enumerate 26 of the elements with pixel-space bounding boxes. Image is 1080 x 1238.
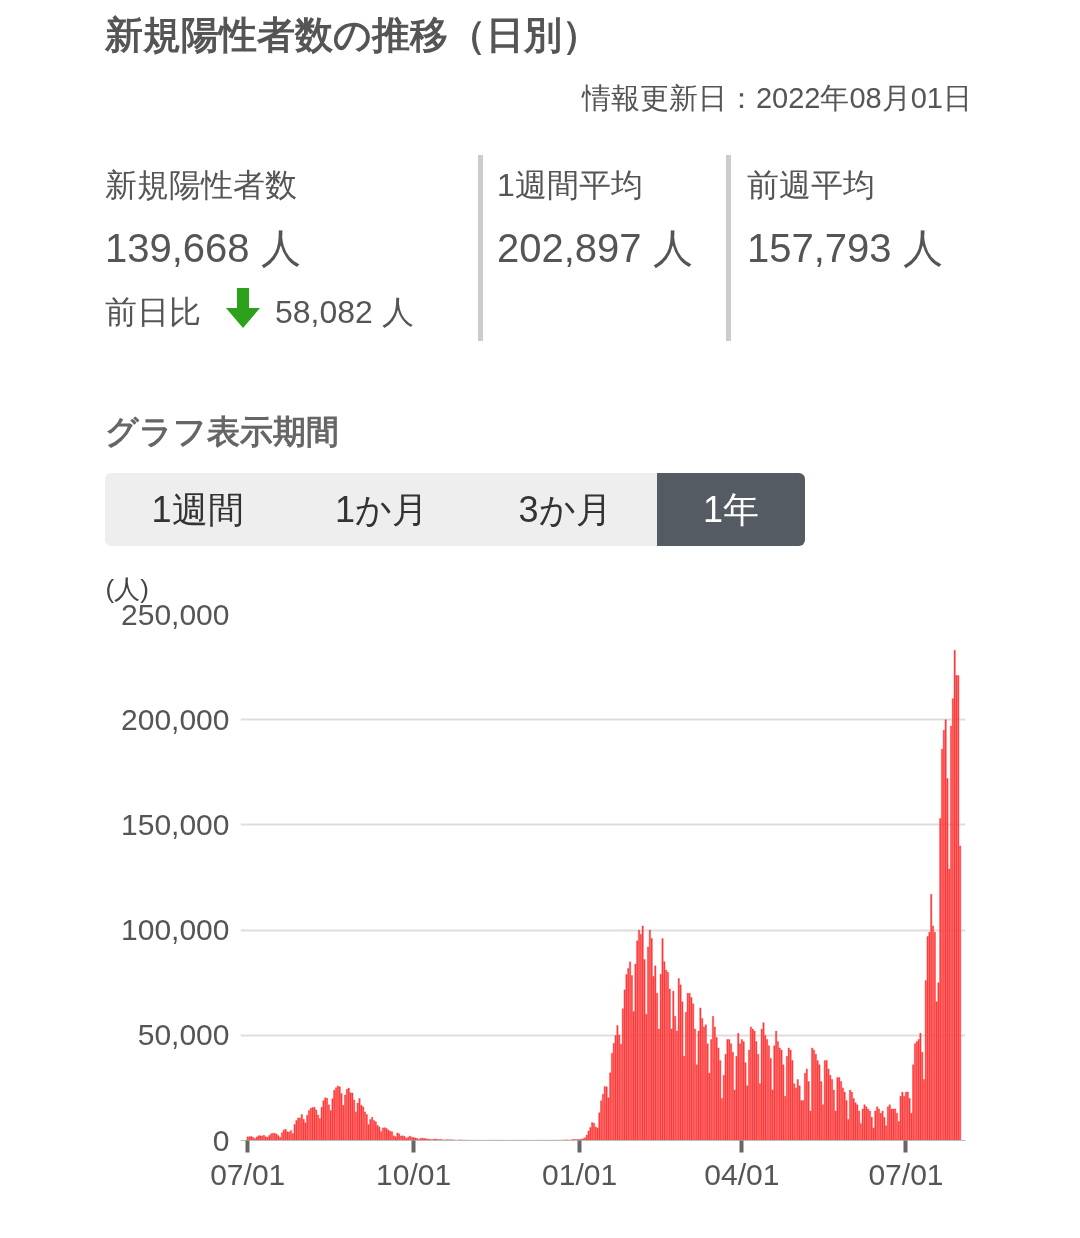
text: 202,897 人	[497, 225, 693, 272]
text: 1週間	[105, 473, 290, 546]
x-tick-label: 07/01	[868, 1157, 944, 1191]
x-tick-label: 10/01	[376, 1157, 452, 1191]
x-tick-label: 07/01	[210, 1157, 286, 1191]
y-tick-label: 50,000	[137, 1018, 230, 1052]
text: グラフ表示期間	[105, 412, 339, 452]
text: 139,668 人	[105, 225, 301, 272]
y-axis-title: (人)	[105, 573, 149, 604]
text: 情報更新日：2022年08月01日	[581, 81, 972, 116]
text: 3か月	[473, 473, 657, 546]
y-tick-label: 100,000	[121, 913, 230, 947]
text: 1か月	[290, 473, 473, 546]
x-tick-label: 04/01	[704, 1157, 780, 1191]
text: 新規陽性者数	[105, 166, 297, 205]
text: 1年	[657, 473, 805, 546]
x-tick-label: 01/01	[542, 1157, 618, 1191]
chart-title: 新規陽性者数の推移（日別）	[105, 13, 600, 58]
y-tick-label: 200,000	[121, 702, 230, 736]
text: 前日比	[105, 293, 201, 332]
text: 1週間平均	[497, 166, 643, 205]
y-tick-label: 150,000	[121, 807, 230, 841]
y-tick-label: 0	[212, 1123, 230, 1157]
text: 前週平均	[747, 166, 875, 205]
text: 58,082 人	[275, 293, 414, 332]
text: 157,793 人	[747, 225, 943, 272]
